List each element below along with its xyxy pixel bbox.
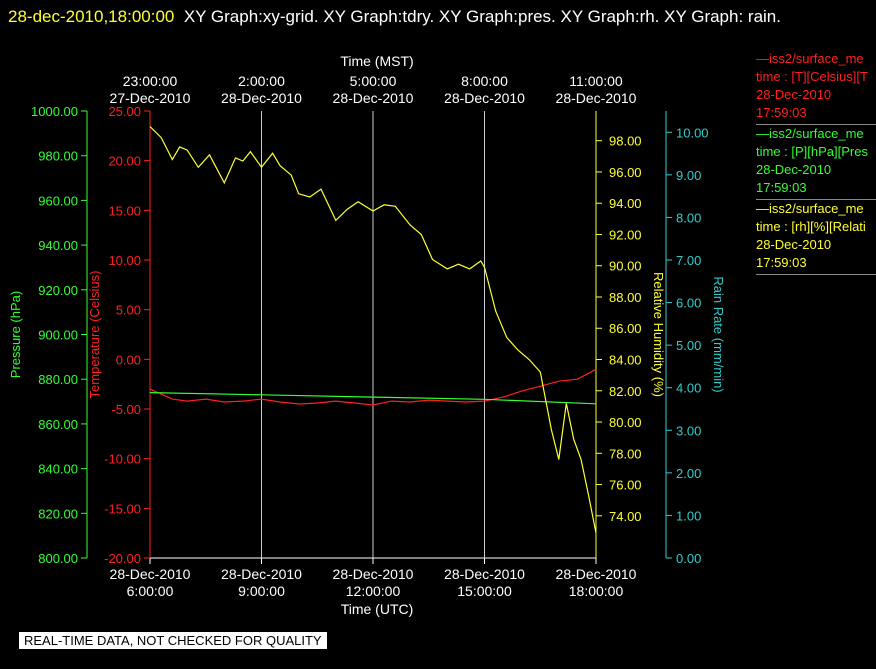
pressure-tick-label: 800.00 — [38, 551, 78, 566]
humidity-tick-label: 92.00 — [609, 227, 642, 242]
top-tick-time: 5:00:00 — [350, 73, 397, 89]
rain-tick-label: 1.00 — [676, 508, 701, 523]
humidity-tick-label: 76.00 — [609, 478, 642, 493]
bottom-tick-date: 28-Dec-2010 — [444, 566, 525, 582]
bottom-tick-date: 28-Dec-2010 — [110, 566, 191, 582]
rain-tick-label: 0.00 — [676, 551, 701, 566]
rain-tick-label: 7.00 — [676, 253, 701, 268]
top-tick-date: 28-Dec-2010 — [221, 90, 302, 106]
humidity-tick-label: 84.00 — [609, 353, 642, 368]
temperature-tick-label: -5.00 — [111, 402, 141, 417]
series-line — [149, 392, 597, 405]
humidity-tick-label: 80.00 — [609, 415, 642, 430]
pressure-tick-label: 860.00 — [38, 417, 78, 432]
top-tick-date: 27-Dec-2010 — [110, 90, 191, 106]
legend-line: —iss2/surface_me — [756, 126, 864, 141]
rain-tick-label: 9.00 — [676, 168, 701, 183]
rain-tick-label: 5.00 — [676, 338, 701, 353]
temperature-tick-label: 15.00 — [108, 203, 141, 218]
top-tick-time: 11:00:00 — [569, 73, 623, 89]
humidity-axis-title: Relative Humidity (%) — [651, 272, 666, 397]
timestamp: 28-dec-2010,18:00:00 — [8, 7, 175, 26]
rain-tick-label: 3.00 — [676, 423, 701, 438]
top-tick-time: 8:00:00 — [461, 73, 508, 89]
humidity-tick-label: 74.00 — [609, 509, 642, 524]
temperature-tick-label: -15.00 — [104, 501, 141, 516]
temperature-tick-label: -20.00 — [104, 551, 141, 566]
humidity-tick-label: 86.00 — [609, 321, 642, 336]
graph-title-bar: 28-dec-2010,18:00:00 XY Graph:xy-grid. X… — [8, 2, 858, 31]
temperature-tick-label: 20.00 — [108, 154, 141, 169]
top-tick-date: 28-Dec-2010 — [444, 90, 525, 106]
legend-line: time : [rh][%][Relati — [756, 219, 866, 234]
humidity-tick-label: 88.00 — [609, 290, 642, 305]
bottom-tick-time: 12:00:00 — [346, 583, 401, 599]
legend-line: 17:59:03 — [756, 105, 807, 120]
legend-line: 17:59:03 — [756, 255, 807, 270]
legend-line: 17:59:03 — [756, 180, 807, 195]
legend: —iss2/surface_me time : [T][Celsius][T 28-… — [756, 50, 876, 275]
legend-line: 28-Dec-2010 — [756, 87, 832, 102]
top-tick-date: 28-Dec-2010 — [333, 90, 414, 106]
temperature-axis-title: Temperature (Celsius) — [87, 271, 102, 399]
humidity-tick-label: 82.00 — [609, 384, 642, 399]
humidity-tick-label: 78.00 — [609, 446, 642, 461]
pressure-tick-label: 940.00 — [38, 238, 78, 253]
legend-line: time : [T][Celsius][T — [756, 69, 868, 84]
pressure-tick-label: 900.00 — [38, 328, 78, 343]
humidity-tick-label: 90.00 — [609, 259, 642, 274]
humidity-tick-label: 98.00 — [609, 134, 642, 149]
x-top-axis-label: Time (MST) — [340, 53, 413, 69]
bottom-tick-date: 28-Dec-2010 — [221, 566, 302, 582]
temperature-tick-label: 5.00 — [116, 303, 141, 318]
pressure-tick-label: 1000.00 — [31, 104, 78, 119]
pressure-tick-label: 880.00 — [38, 372, 78, 387]
bottom-tick-time: 15:00:00 — [457, 583, 512, 599]
rain-tick-label: 8.00 — [676, 210, 701, 225]
rain-tick-label: 10.00 — [676, 125, 709, 140]
legend-line: —iss2/surface_me — [756, 201, 864, 216]
pressure-tick-label: 980.00 — [38, 149, 78, 164]
series-line — [149, 126, 597, 534]
bottom-tick-time: 9:00:00 — [238, 583, 285, 599]
bottom-tick-time: 18:00:00 — [569, 583, 624, 599]
x-bottom-axis-label: Time (UTC) — [341, 601, 414, 617]
top-tick-time: 23:00:00 — [123, 73, 178, 89]
pressure-axis-title: Pressure (hPa) — [8, 291, 23, 378]
bottom-tick-date: 28-Dec-2010 — [333, 566, 414, 582]
humidity-tick-label: 94.00 — [609, 196, 642, 211]
temperature-tick-label: -10.00 — [104, 452, 141, 467]
top-tick-date: 28-Dec-2010 — [556, 90, 637, 106]
pressure-tick-label: 820.00 — [38, 506, 78, 521]
legend-line: time : [P][hPa][Pres — [756, 144, 868, 159]
rain-axis-title: Rain Rate (mm/min) — [711, 276, 726, 392]
temperature-tick-label: 25.00 — [108, 104, 141, 119]
legend-line: 28-Dec-2010 — [756, 162, 832, 177]
pressure-tick-label: 960.00 — [38, 193, 78, 208]
temperature-tick-label: 0.00 — [116, 352, 141, 367]
pressure-tick-label: 840.00 — [38, 462, 78, 477]
bottom-tick-date: 28-Dec-2010 — [556, 566, 637, 582]
quality-disclaimer: REAL-TIME DATA, NOT CHECKED FOR QUALITY — [19, 632, 327, 649]
rain-tick-label: 2.00 — [676, 466, 701, 481]
series-line — [149, 368, 597, 406]
rain-tick-label: 4.00 — [676, 381, 701, 396]
temperature-tick-label: 10.00 — [108, 253, 141, 268]
humidity-tick-label: 96.00 — [609, 165, 642, 180]
top-tick-time: 2:00:00 — [238, 73, 285, 89]
bottom-tick-time: 6:00:00 — [127, 583, 174, 599]
legend-line: 28-Dec-2010 — [756, 237, 832, 252]
legend-line: —iss2/surface_me — [756, 51, 864, 66]
pressure-tick-label: 920.00 — [38, 283, 78, 298]
rain-tick-label: 6.00 — [676, 296, 701, 311]
graph-list: XY Graph:xy-grid. XY Graph:tdry. XY Grap… — [183, 7, 781, 26]
